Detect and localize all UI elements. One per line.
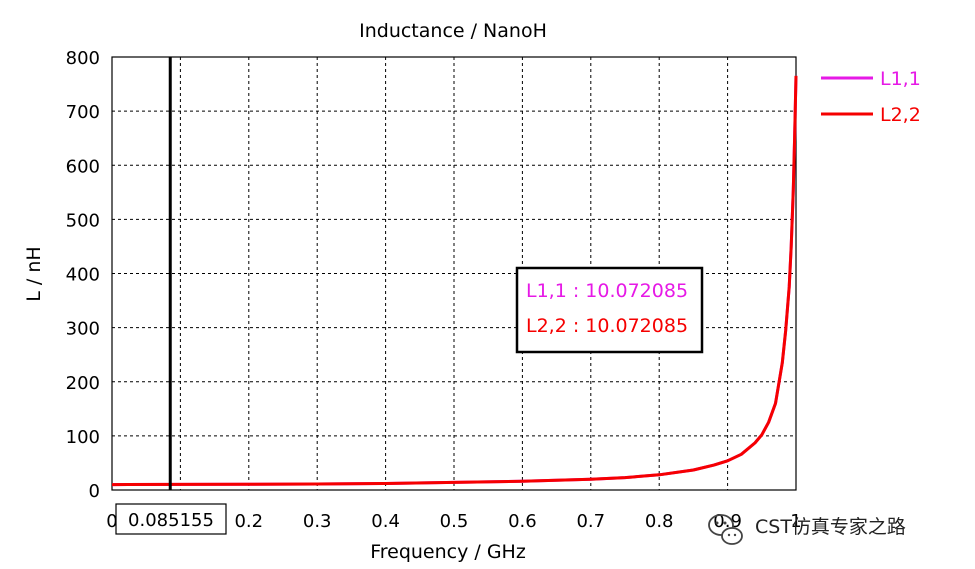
x-tick-label: 0.8 (645, 511, 674, 532)
marker-x-box[interactable]: 0.085155 (115, 503, 227, 535)
watermark: CST仿真专家之路 (708, 514, 906, 545)
x-tick-label: 0.2 (234, 511, 263, 532)
y-tick-label: 500 (66, 210, 100, 231)
x-tick-label: 0.5 (440, 511, 469, 532)
readout-l22: L2,2 : 10.072085 (526, 315, 688, 337)
plot-frame (111, 56, 797, 491)
x-tick-label: 0.6 (508, 511, 537, 532)
x-tick-label: 1 (790, 511, 801, 532)
marker-x-value: 0.085155 (128, 510, 214, 531)
y-tick-label: 0 (89, 481, 100, 502)
wechat-icon (708, 514, 743, 545)
legend-label-l11: L1,1 (880, 68, 921, 90)
y-tick-label: 100 (66, 427, 100, 448)
y-tick-label: 800 (66, 48, 100, 69)
x-axis-label: Frequency / GHz (370, 541, 526, 563)
x-tick-label: 0.3 (303, 511, 332, 532)
y-axis-label: L / nH (23, 246, 45, 301)
x-tick-label: 0.9 (713, 511, 742, 532)
y-tick-labels: 0 100 200 300 400 500 600 700 800 (66, 48, 100, 502)
y-tick-label: 700 (66, 102, 100, 123)
series-line-l22 (111, 75, 798, 487)
x-tick-label: 0.7 (576, 511, 605, 532)
readout-l11: L1,1 : 10.072085 (526, 280, 688, 302)
chart-title: Inductance / NanoH (359, 20, 547, 42)
y-tick-label: 300 (66, 319, 100, 340)
marker-readout: L1,1 : 10.072085 L2,2 : 10.072085 (515, 266, 704, 354)
y-tick-label: 600 (66, 156, 100, 177)
legend: L1,1 L2,2 (821, 68, 921, 126)
x-tick-label: 0 (106, 511, 117, 532)
x-tick-label: 0.4 (371, 511, 400, 532)
series-lines (111, 75, 798, 487)
legend-label-l22: L2,2 (880, 104, 921, 126)
y-tick-label: 200 (66, 373, 100, 394)
y-tick-label: 400 (66, 265, 100, 286)
watermark-text: CST仿真专家之路 (755, 516, 906, 538)
